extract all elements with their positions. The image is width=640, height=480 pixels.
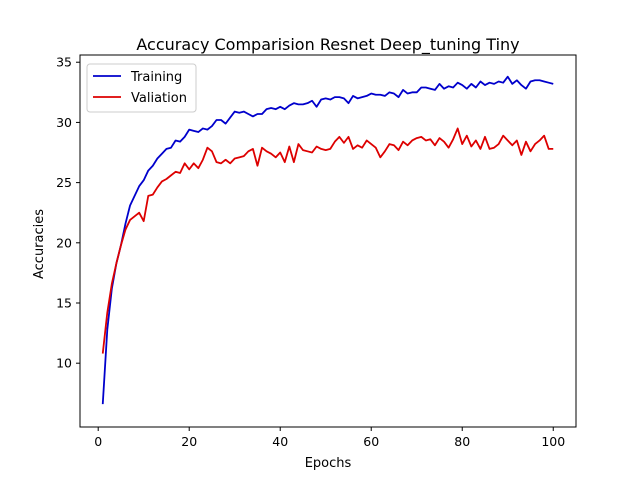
y-axis-label: Accuracies	[32, 209, 47, 279]
axes: 0 20 40 60 80 100 10 15 20 25 30 35	[56, 54, 577, 449]
plot-frame	[79, 54, 577, 428]
x-tick-label: 60	[363, 434, 379, 449]
y-tick-label: 10	[56, 356, 72, 371]
plot-area	[101, 75, 554, 405]
y-tick-label: 30	[56, 115, 72, 130]
x-tick-label: 20	[181, 434, 197, 449]
series-line-training	[101, 75, 554, 405]
x-tick-label: 100	[541, 434, 565, 449]
x-tick-label: 80	[454, 434, 470, 449]
x-tick-label: 40	[272, 434, 288, 449]
y-tick-label: 25	[56, 175, 72, 190]
chart-title: Accuracy Comparision Resnet Deep_tuning …	[136, 35, 519, 55]
series-line-valiation	[101, 127, 554, 354]
y-tick-label: 35	[56, 55, 72, 70]
x-axis-label: Epochs	[305, 456, 352, 471]
x-tick-label: 0	[94, 434, 102, 449]
y-tick-label: 15	[56, 296, 72, 311]
legend-label-valiation: Valiation	[131, 91, 187, 106]
legend-label-training: Training	[130, 70, 182, 85]
y-tick-label: 20	[56, 235, 72, 250]
legend: Training Valiation	[86, 63, 197, 113]
